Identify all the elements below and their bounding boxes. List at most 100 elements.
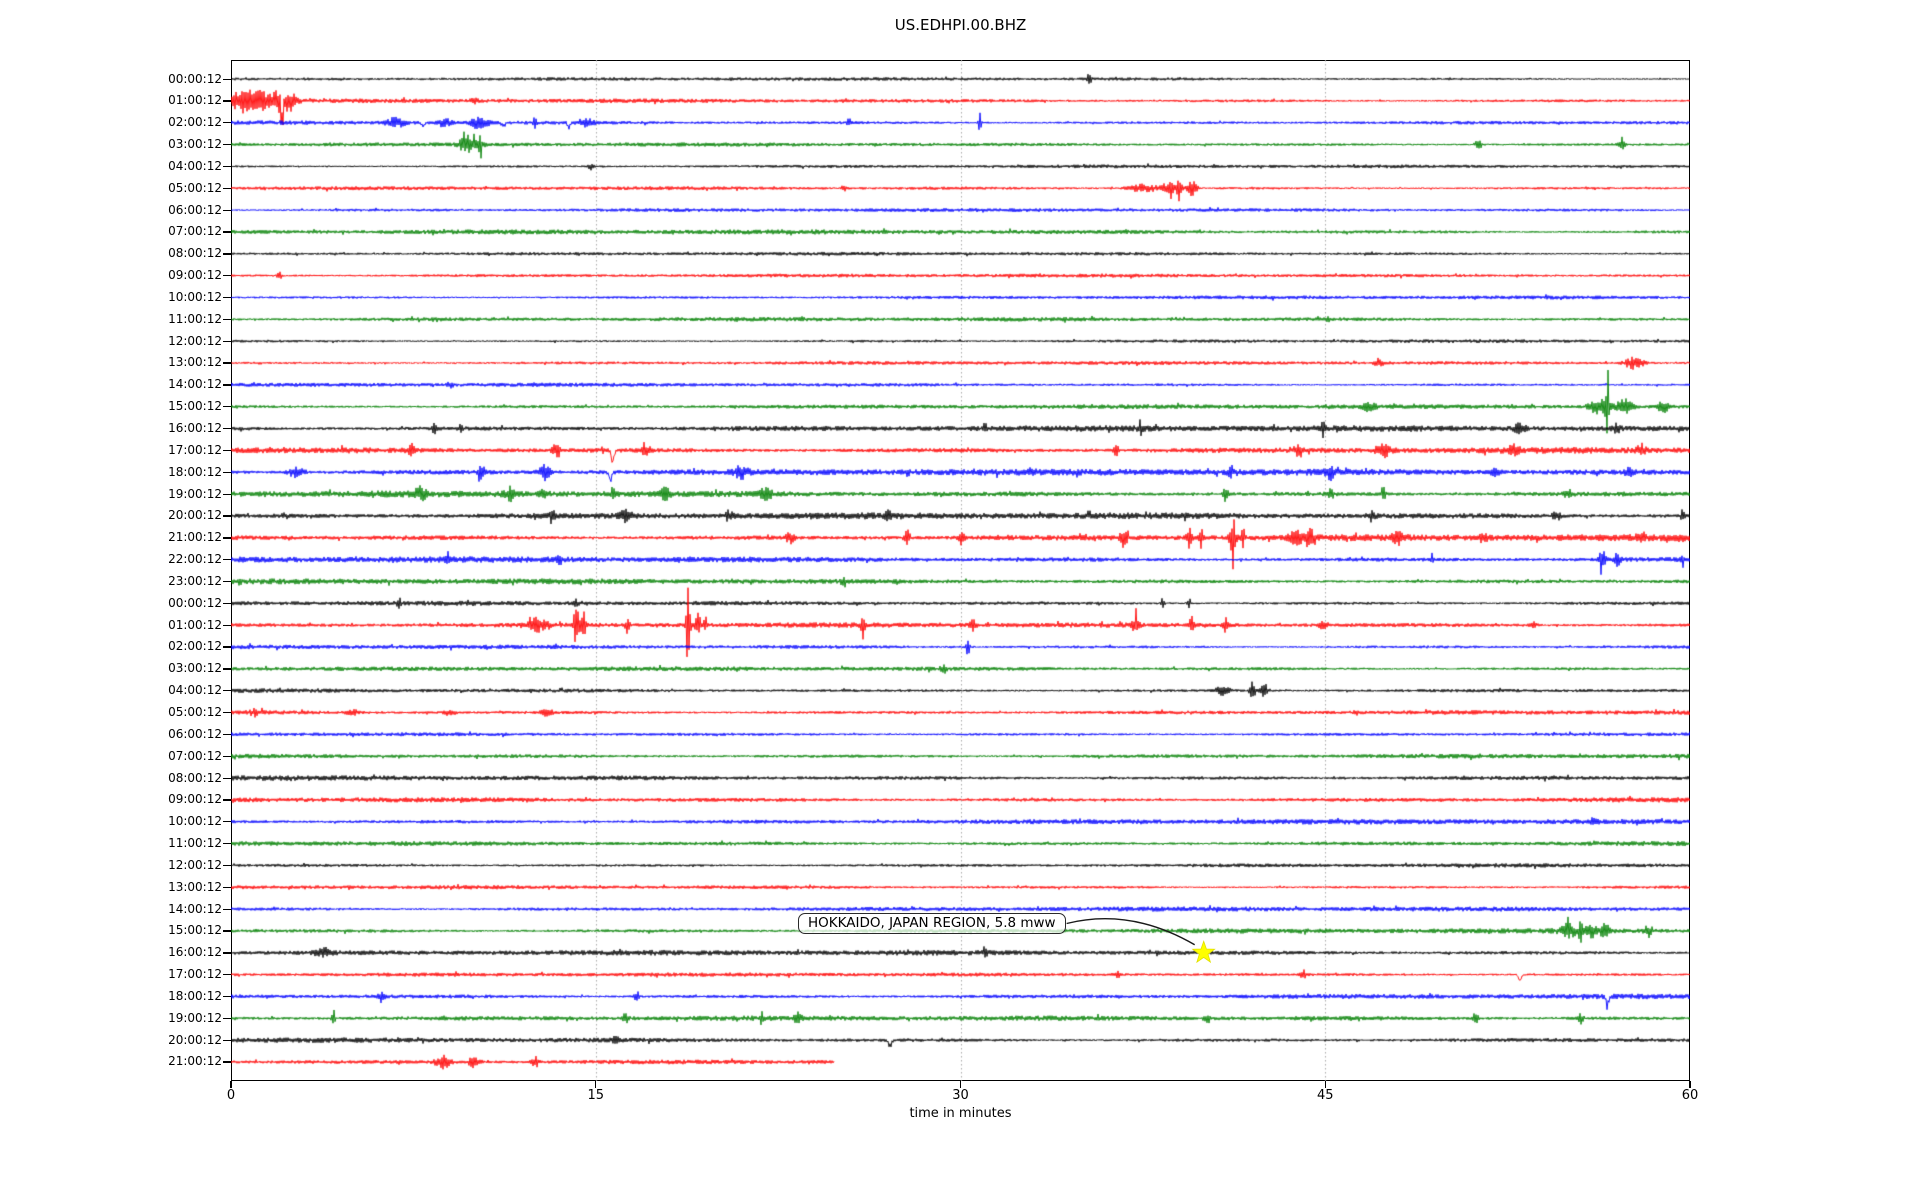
x-tick-label: 15 <box>587 1088 605 1103</box>
y-tick-mark <box>223 318 231 321</box>
trace-row-label: 13:00:12 <box>168 879 222 894</box>
trace-row-label: 18:00:12 <box>168 464 222 479</box>
y-tick-mark <box>223 253 231 255</box>
y-tick-mark <box>223 187 231 190</box>
y-tick-mark <box>223 515 231 517</box>
trace-row-label: 11:00:12 <box>168 836 222 851</box>
trace-row-label: 04:00:12 <box>168 683 222 698</box>
x-tick-label: 0 <box>226 1088 236 1103</box>
trace-row-label: 12:00:12 <box>168 333 222 348</box>
trace-row-label: 07:00:12 <box>168 224 222 239</box>
y-tick-mark <box>223 340 231 342</box>
y-tick-mark <box>223 646 231 648</box>
y-tick-mark <box>223 930 231 932</box>
y-tick-mark <box>223 209 231 211</box>
trace-row-label: 00:00:12 <box>168 71 222 86</box>
trace-row-label: 12:00:12 <box>168 857 222 872</box>
seismogram-canvas <box>231 60 1690 1081</box>
trace-row-label: 19:00:12 <box>168 486 222 501</box>
y-tick-mark <box>223 1061 231 1063</box>
trace-row-label: 06:00:12 <box>168 726 222 741</box>
y-tick-mark <box>223 690 231 692</box>
y-tick-mark <box>223 711 231 714</box>
y-tick-mark <box>223 537 231 539</box>
x-tick-mark <box>959 1081 962 1088</box>
trace-row-label: 15:00:12 <box>168 923 222 938</box>
y-tick-mark <box>223 755 231 757</box>
trace-row-label: 00:00:12 <box>168 595 222 610</box>
y-tick-mark <box>223 580 231 583</box>
trace-row-label: 01:00:12 <box>168 617 222 632</box>
y-tick-mark <box>223 843 231 845</box>
y-tick-mark <box>223 1017 231 1020</box>
y-tick-mark <box>223 799 231 801</box>
y-tick-mark <box>223 100 231 102</box>
trace-row-label: 20:00:12 <box>168 508 222 523</box>
trace-row-label: 15:00:12 <box>168 399 222 414</box>
trace-row-label: 20:00:12 <box>168 1032 222 1047</box>
y-tick-mark <box>223 122 231 124</box>
y-tick-mark <box>223 165 231 168</box>
trace-row-label: 05:00:12 <box>168 180 222 195</box>
y-tick-mark <box>223 1039 231 1041</box>
trace-row-label: 05:00:12 <box>168 704 222 719</box>
trace-row-label: 01:00:12 <box>168 93 222 108</box>
y-tick-mark <box>223 231 231 233</box>
x-tick-mark <box>1689 1081 1691 1088</box>
trace-row-label: 17:00:12 <box>168 967 222 982</box>
x-tick-mark <box>230 1081 232 1088</box>
trace-row-label: 04:00:12 <box>168 158 222 173</box>
trace-row-label: 18:00:12 <box>168 988 222 1003</box>
trace-row-label: 13:00:12 <box>168 355 222 370</box>
y-tick-mark <box>223 384 231 386</box>
y-tick-mark <box>223 886 231 889</box>
trace-row-label: 19:00:12 <box>168 1010 222 1025</box>
y-tick-mark <box>223 821 231 823</box>
y-tick-mark <box>223 864 231 867</box>
y-tick-mark <box>223 624 231 626</box>
trace-row-label: 09:00:12 <box>168 792 222 807</box>
y-tick-mark <box>223 777 231 779</box>
y-tick-mark <box>223 668 231 670</box>
x-tick-label: 30 <box>952 1088 969 1103</box>
trace-row-label: 16:00:12 <box>168 421 222 435</box>
y-tick-mark <box>223 428 231 430</box>
x-tick-label: 45 <box>1316 1088 1334 1103</box>
trace-row-label: 03:00:12 <box>168 137 222 152</box>
trace-row-label: 03:00:12 <box>168 661 222 676</box>
trace-row-label: 02:00:12 <box>168 115 222 130</box>
event-annotation: HOKKAIDO, JAPAN REGION, 5.8 mww <box>798 913 1066 934</box>
y-tick-mark <box>223 733 231 736</box>
trace-row-label: 10:00:12 <box>168 814 222 829</box>
y-tick-mark <box>223 471 231 473</box>
trace-row-label: 16:00:12 <box>168 945 222 960</box>
y-tick-mark <box>223 362 231 364</box>
y-tick-mark <box>223 602 231 605</box>
y-tick-mark <box>223 78 231 80</box>
trace-row-label: 21:00:12 <box>168 530 222 545</box>
x-tick-mark <box>1324 1081 1326 1088</box>
y-tick-mark <box>223 296 231 299</box>
x-tick-mark <box>595 1081 597 1088</box>
x-axis-label: time in minutes <box>909 1106 1012 1121</box>
trace-row-label: 11:00:12 <box>168 311 222 326</box>
x-tick-label: 60 <box>1681 1088 1699 1103</box>
y-tick-mark <box>223 995 231 998</box>
trace-row-label: 08:00:12 <box>168 770 222 785</box>
y-tick-mark <box>223 493 231 495</box>
y-tick-mark <box>223 275 231 277</box>
trace-row-label: 17:00:12 <box>168 442 222 457</box>
trace-row-label: 09:00:12 <box>168 268 222 283</box>
y-tick-mark <box>223 974 231 976</box>
trace-row-label: 14:00:12 <box>168 901 222 916</box>
trace-row-label: 10:00:12 <box>168 289 222 304</box>
y-tick-mark <box>223 406 231 408</box>
trace-row-label: 22:00:12 <box>168 552 222 567</box>
trace-row-label: 02:00:12 <box>168 639 222 654</box>
trace-row-label: 06:00:12 <box>168 202 222 217</box>
y-tick-mark <box>223 559 231 561</box>
plot-title: US.EDHPI.00.BHZ <box>894 16 1027 34</box>
y-tick-mark <box>223 952 231 954</box>
trace-row-label: 21:00:12 <box>168 1054 222 1069</box>
